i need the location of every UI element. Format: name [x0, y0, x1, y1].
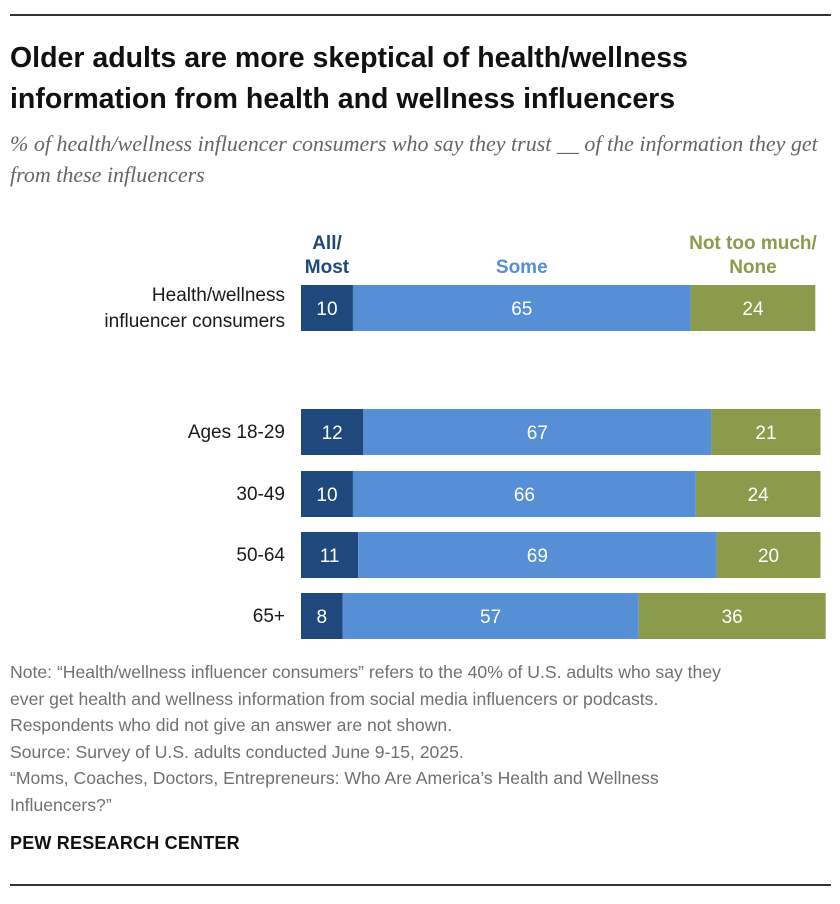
top-rule — [10, 14, 831, 16]
data-label: 57 — [480, 607, 501, 628]
legend-label-all-most: Most — [305, 257, 350, 278]
bar-segment — [711, 409, 821, 455]
bar-segment — [342, 593, 639, 639]
bar-segment — [690, 285, 816, 331]
report-title-line: Influencers?” — [10, 794, 112, 815]
legend-label-not-too-much-none: None — [729, 257, 777, 278]
data-label: 24 — [748, 485, 770, 506]
bar-segment — [352, 471, 696, 517]
report-title-line: “Moms, Coaches, Doctors, Entrepreneurs: … — [10, 768, 659, 788]
bottom-rule — [10, 884, 831, 886]
data-label: 36 — [722, 607, 743, 628]
data-label: 10 — [316, 485, 337, 506]
data-label: 69 — [527, 546, 548, 567]
legend-label-all-most: All/ — [312, 233, 342, 254]
category-label: influencer consumers — [104, 311, 285, 332]
category-label: 50-64 — [236, 545, 285, 566]
data-label: 12 — [322, 423, 343, 444]
bar-segment — [301, 409, 364, 455]
bar-segment — [301, 532, 359, 578]
brand-logo-text: PEW RESEARCH CENTER — [10, 833, 240, 853]
bar-segment — [301, 285, 353, 331]
legend-label-some: Some — [496, 257, 548, 278]
bar-segment — [352, 285, 691, 331]
bar-segment — [716, 532, 821, 578]
bar-segment — [695, 471, 821, 517]
data-label: 65 — [511, 299, 532, 320]
data-label: 8 — [316, 607, 327, 628]
data-label: 24 — [742, 299, 764, 320]
source-line: Source: Survey of U.S. adults conducted … — [10, 741, 464, 762]
bar-segment — [301, 471, 353, 517]
chart-title: Older adults are more skeptical of healt… — [10, 42, 688, 115]
note-line: Note: “Health/wellness influencer consum… — [10, 662, 721, 682]
legend-label-not-too-much-none: Not too much/ — [689, 233, 817, 254]
note-line: Respondents who did not give an answer a… — [10, 715, 453, 735]
category-label: Health/wellness — [152, 285, 285, 306]
data-label: 66 — [514, 485, 535, 506]
data-label: 21 — [755, 423, 776, 444]
bar-segment — [358, 532, 717, 578]
data-label: 10 — [316, 299, 337, 320]
category-label: 30-49 — [236, 484, 285, 505]
data-label: 20 — [758, 546, 779, 567]
category-label: Ages 18-29 — [188, 422, 285, 443]
chart-notes: Note: “Health/wellness influencer consum… — [10, 659, 835, 818]
bar-segment — [363, 409, 712, 455]
category-label: 65+ — [253, 606, 285, 627]
note-line: ever get health and wellness information… — [10, 688, 659, 709]
bar-segment — [638, 593, 826, 639]
stacked-bar-chart: All/Most Some Not too much/None Health/well… — [104, 233, 826, 639]
data-label: 67 — [527, 423, 548, 444]
chart-subtitle: % of health/wellness influencer consumer… — [10, 131, 818, 187]
bar-segment — [301, 593, 343, 639]
data-label: 11 — [320, 546, 340, 567]
